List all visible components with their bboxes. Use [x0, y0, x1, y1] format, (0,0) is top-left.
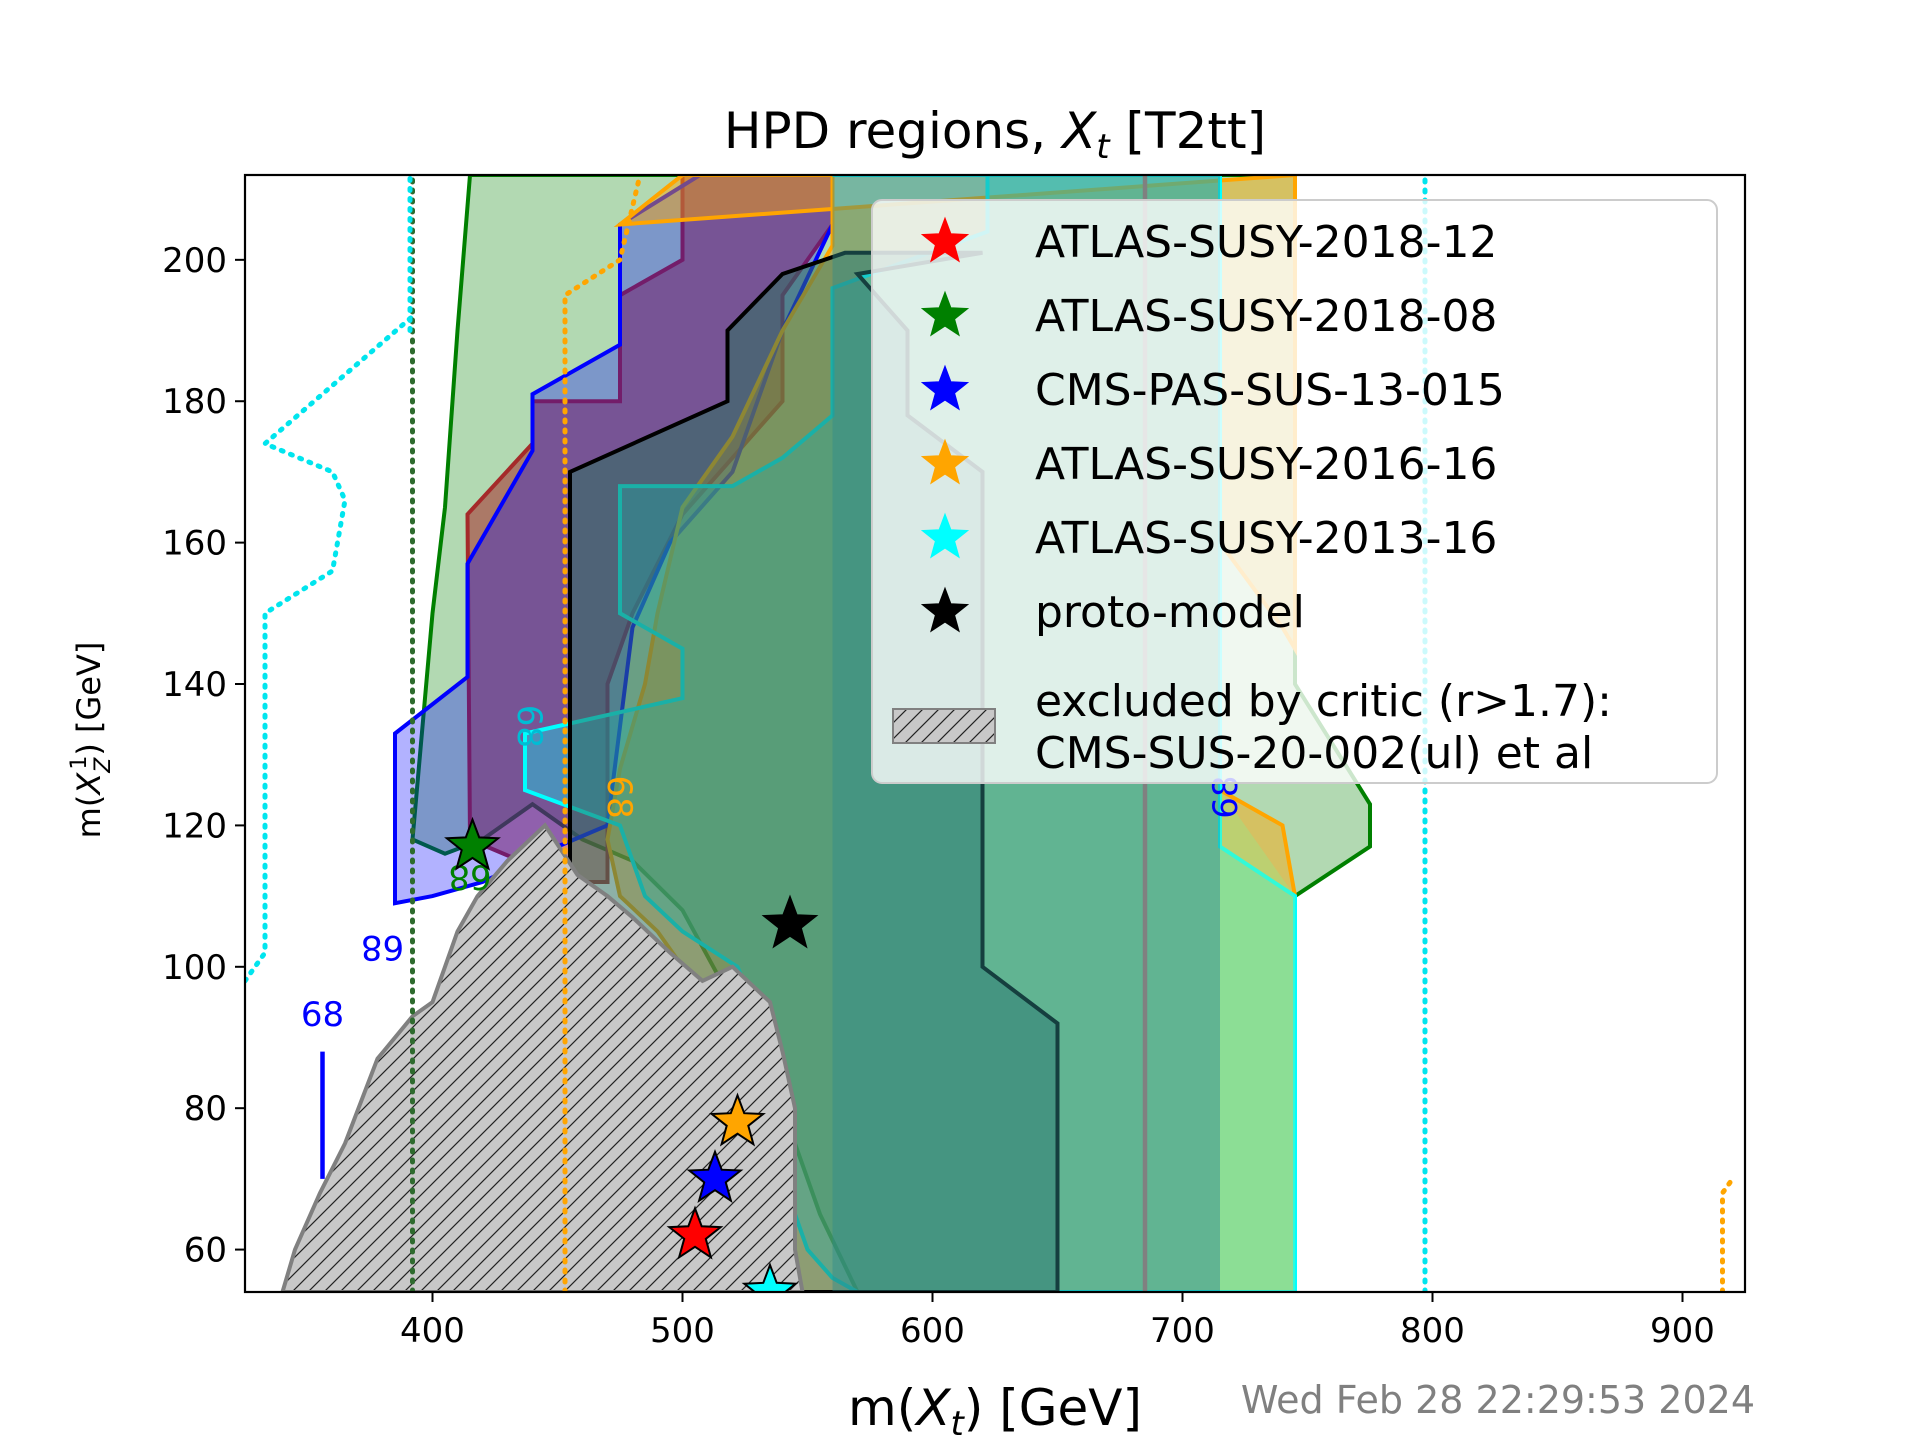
chart-title: HPD regions, Xt [T2tt]	[724, 102, 1266, 167]
star-atlas-susy-2018-12	[666, 1205, 724, 1260]
legend-star-cms-pas-sus-13-015	[920, 364, 970, 411]
legend-label: excluded by critic (r>1.7):	[1035, 676, 1612, 727]
timestamp: Wed Feb 28 22:29:53 2024	[1241, 1378, 1755, 1422]
legend-star-proto-model	[920, 586, 970, 633]
x-tick-label: 400	[400, 1311, 465, 1351]
y-tick-label: 160	[162, 524, 227, 564]
x-tick-label: 800	[1400, 1311, 1465, 1351]
y-tick-label: 180	[162, 382, 227, 422]
star-proto-model	[761, 894, 819, 949]
y-tick-label: 60	[184, 1231, 227, 1271]
legend-star-atlas-susy-2018-08	[920, 290, 970, 337]
line-orange-dotted-left	[562, 175, 643, 1292]
contour-label-68: 68	[599, 775, 639, 818]
best-fit-stars	[444, 816, 819, 1292]
legend-star-atlas-susy-2016-16	[920, 438, 970, 485]
y-tick-label: 100	[162, 948, 227, 988]
x-tick-label: 700	[1150, 1311, 1215, 1351]
star-atlas-susy-2013-16	[741, 1262, 799, 1292]
legend-label: CMS-SUS-20-002(ul) et al	[1035, 728, 1593, 779]
y-tick-label: 200	[162, 241, 227, 281]
contour-label-68: 68	[361, 927, 404, 967]
legend-label: ATLAS-SUSY-2013-16	[1035, 513, 1497, 564]
y-tick-label: 120	[162, 806, 227, 846]
star-cms-pas-sus-13-015	[686, 1149, 744, 1204]
x-axis-label: m(Xt) [GeV]	[848, 1379, 1142, 1440]
legend: ATLAS-SUSY-2018-12 ATLAS-SUSY-2018-08 CMS-…	[871, 199, 1718, 784]
legend-label: proto-model	[1035, 587, 1305, 638]
line-cyan-dotted-left	[245, 313, 415, 984]
legend-label: CMS-PAS-SUS-13-015	[1035, 365, 1505, 416]
star-atlas-susy-2016-16	[709, 1092, 766, 1147]
plot-frame	[243, 173, 1747, 1294]
y-axis-ticks: 60 80 100 120 140 160 180 200	[162, 241, 245, 1271]
legend-star-atlas-susy-2018-12	[920, 216, 970, 263]
line-orange-dotted-right	[1720, 1176, 1735, 1292]
y-tick-label: 140	[162, 665, 227, 705]
excluded-region	[280, 822, 805, 1292]
excluded-by-critic-region	[280, 822, 805, 1292]
legend-label: ATLAS-SUSY-2018-12	[1035, 217, 1497, 268]
legend-box	[871, 199, 1718, 784]
x-axis-ticks: 400 500 600 700 800 900	[400, 1292, 1715, 1351]
x-tick-label: 900	[1650, 1311, 1715, 1351]
contour-label-68: 68	[509, 705, 549, 748]
legend-items: ATLAS-SUSY-2018-12 ATLAS-SUSY-2018-08 CMS-…	[892, 216, 1612, 779]
legend-label: ATLAS-SUSY-2016-16	[1035, 439, 1497, 490]
y-tick-label: 80	[184, 1089, 227, 1129]
region-band-green	[1220, 790, 1295, 1292]
y-axis-label: m(XZ1) [GeV]	[67, 642, 116, 839]
x-tick-label: 500	[650, 1311, 715, 1351]
star-atlas-susy-2018-08	[444, 816, 501, 871]
x-tick-label: 600	[900, 1311, 965, 1351]
legend-hatch-swatch	[892, 708, 996, 744]
legend-label: ATLAS-SUSY-2018-08	[1035, 291, 1497, 342]
contour-label-68: 68	[301, 995, 344, 1035]
legend-star-atlas-susy-2013-16	[920, 512, 970, 559]
